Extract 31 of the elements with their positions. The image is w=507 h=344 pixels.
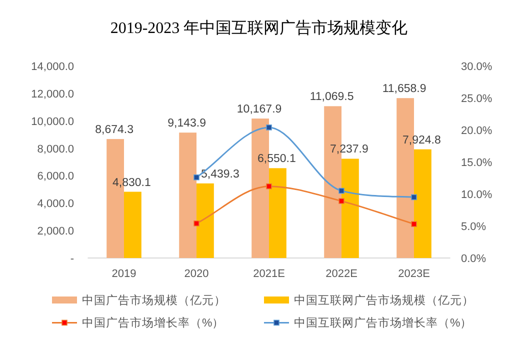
y-tick-label: - xyxy=(70,253,74,265)
data-label: 10,167.9 xyxy=(236,104,282,116)
y2-tick-label: 15.0% xyxy=(461,157,492,169)
y-tick-label: 4,000.0 xyxy=(37,198,74,210)
y2-tick-label: 25.0% xyxy=(461,93,492,105)
x-tick-label: 2021E xyxy=(253,268,285,280)
y2-tick-label: 10.0% xyxy=(461,189,492,201)
legend-label: 中国广告市场增长率（%） xyxy=(82,318,224,330)
x-tick-label: 2019 xyxy=(112,268,136,280)
legend-label: 中国互联网广告市场规模（亿元） xyxy=(294,295,474,307)
y-tick-label: 8,000.0 xyxy=(37,143,74,156)
y-tick-label: 12,000.0 xyxy=(31,88,74,100)
x-tick-label: 2023E xyxy=(398,268,430,280)
data-label: 8,674.3 xyxy=(95,124,134,136)
y2-tick-label: 20.0% xyxy=(461,125,492,137)
title: 2019-2023 年中国互联网广告市场规模变化 xyxy=(110,20,408,37)
x-tick-label: 2020 xyxy=(184,268,209,280)
y-tick-label: 6,000.0 xyxy=(37,170,74,183)
data-label: 11,658.9 xyxy=(382,83,426,96)
data-label: 9,143.9 xyxy=(168,118,206,130)
y2-tick-label: 0.0% xyxy=(461,253,486,265)
y-tick-label: 14,000.0 xyxy=(31,61,74,73)
y2-tick-label: 5.0% xyxy=(461,221,486,233)
legend-label: 中国广告市场规模（亿元） xyxy=(82,295,226,307)
x-tick-label: 2022E xyxy=(326,268,358,280)
data-label: 11,069.5 xyxy=(310,91,354,104)
data-label: 5,439.3 xyxy=(201,168,240,180)
legend-label: 中国互联网广告市场增长率（%） xyxy=(294,318,472,330)
y2-tick-label: 30.0% xyxy=(461,61,492,73)
y-tick-label: 10,000.0 xyxy=(31,116,74,128)
y-tick-label: 2,000.0 xyxy=(37,226,74,238)
